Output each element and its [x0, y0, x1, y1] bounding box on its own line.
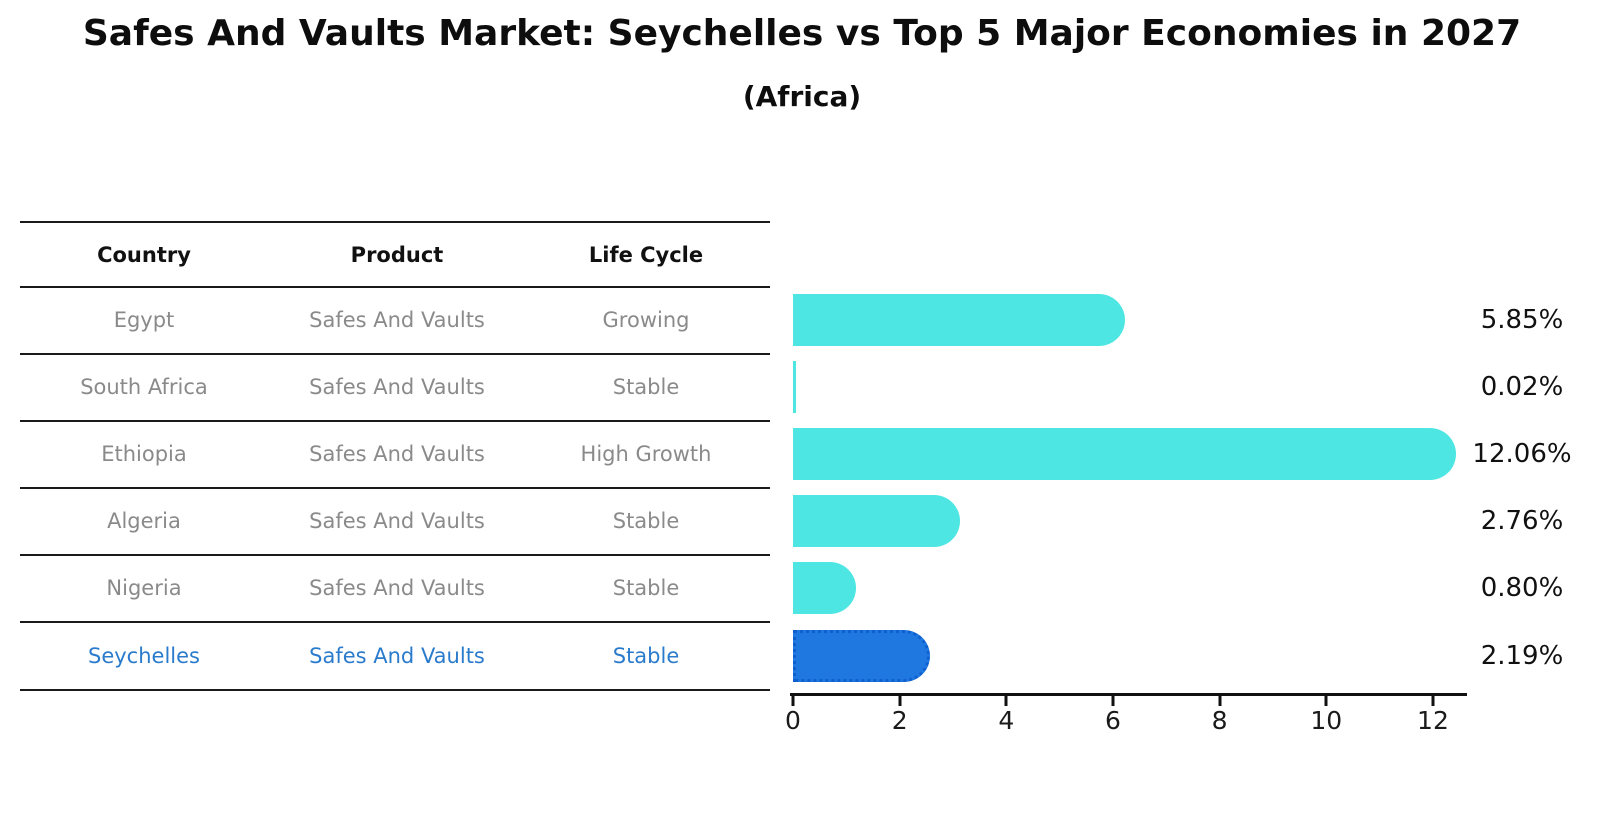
table-rule: [20, 487, 770, 489]
x-axis-tick-label: 4: [998, 706, 1015, 735]
bar-egypt: [793, 294, 1125, 346]
bar-nigeria: [793, 562, 856, 614]
value-label: 5.85%: [1480, 305, 1564, 335]
cell-product: Safes And Vaults: [309, 509, 485, 533]
x-axis-tick-label: 10: [1310, 706, 1343, 735]
cell-country: Egypt: [113, 308, 175, 332]
cell-life-cycle: High Growth: [580, 442, 712, 466]
value-label: 2.76%: [1480, 506, 1564, 536]
x-axis-tick-label: 0: [785, 706, 801, 735]
cell-life-cycle: Stable: [612, 375, 680, 399]
x-axis-tick: [1324, 696, 1328, 706]
bar-south-africa: [793, 361, 796, 413]
cell-product: Safes And Vaults: [309, 576, 485, 600]
cell-product: Safes And Vaults: [309, 442, 485, 466]
value-label: 0.80%: [1480, 573, 1564, 603]
bar-ethiopia: [793, 428, 1457, 480]
x-axis-tick: [791, 696, 795, 706]
table-rule-header: [20, 286, 770, 288]
x-axis-line: [790, 693, 1467, 696]
value-label: 0.02%: [1480, 372, 1564, 402]
cell-life-cycle: Stable: [612, 509, 680, 533]
cell-country: Seychelles: [88, 644, 200, 668]
x-axis-tick: [898, 696, 902, 706]
x-axis-tick: [1218, 696, 1222, 706]
table-rule: [20, 621, 770, 623]
x-axis-tick-label: 12: [1417, 706, 1449, 735]
cell-country: South Africa: [80, 375, 208, 399]
table-rule: [20, 353, 770, 355]
column-header-lifecycle: Life Cycle: [588, 243, 704, 267]
x-axis-tick-label: 2: [891, 706, 908, 735]
cell-country: Nigeria: [106, 576, 182, 600]
x-axis-tick: [1004, 696, 1008, 706]
value-label: 2.19%: [1480, 641, 1564, 671]
x-axis-tick: [1111, 696, 1115, 706]
table-rule-bottom: [20, 689, 770, 691]
bar-algeria: [793, 495, 961, 547]
bar-seychelles: [793, 630, 930, 682]
cell-country: Algeria: [107, 509, 181, 533]
cell-product: Safes And Vaults: [309, 644, 485, 668]
cell-country: Ethiopia: [101, 442, 187, 466]
x-axis-tick-label: 8: [1211, 706, 1228, 735]
cell-product: Safes And Vaults: [309, 308, 485, 332]
table-rule: [20, 420, 770, 422]
cell-life-cycle: Stable: [612, 576, 680, 600]
table-rule-top: [20, 221, 770, 223]
column-header-country: Country: [97, 243, 191, 267]
table-rule: [20, 554, 770, 556]
cell-product: Safes And Vaults: [309, 375, 485, 399]
cell-life-cycle: Stable: [612, 644, 680, 668]
chart-subtitle: (Africa): [742, 80, 862, 113]
cell-life-cycle: Growing: [602, 308, 690, 332]
chart-title: Safes And Vaults Market: Seychelles vs T…: [82, 13, 1522, 54]
value-label: 12.06%: [1472, 439, 1572, 469]
x-axis-tick-label: 6: [1105, 706, 1121, 735]
x-axis-tick: [1431, 696, 1435, 706]
column-header-product: Product: [350, 243, 444, 267]
